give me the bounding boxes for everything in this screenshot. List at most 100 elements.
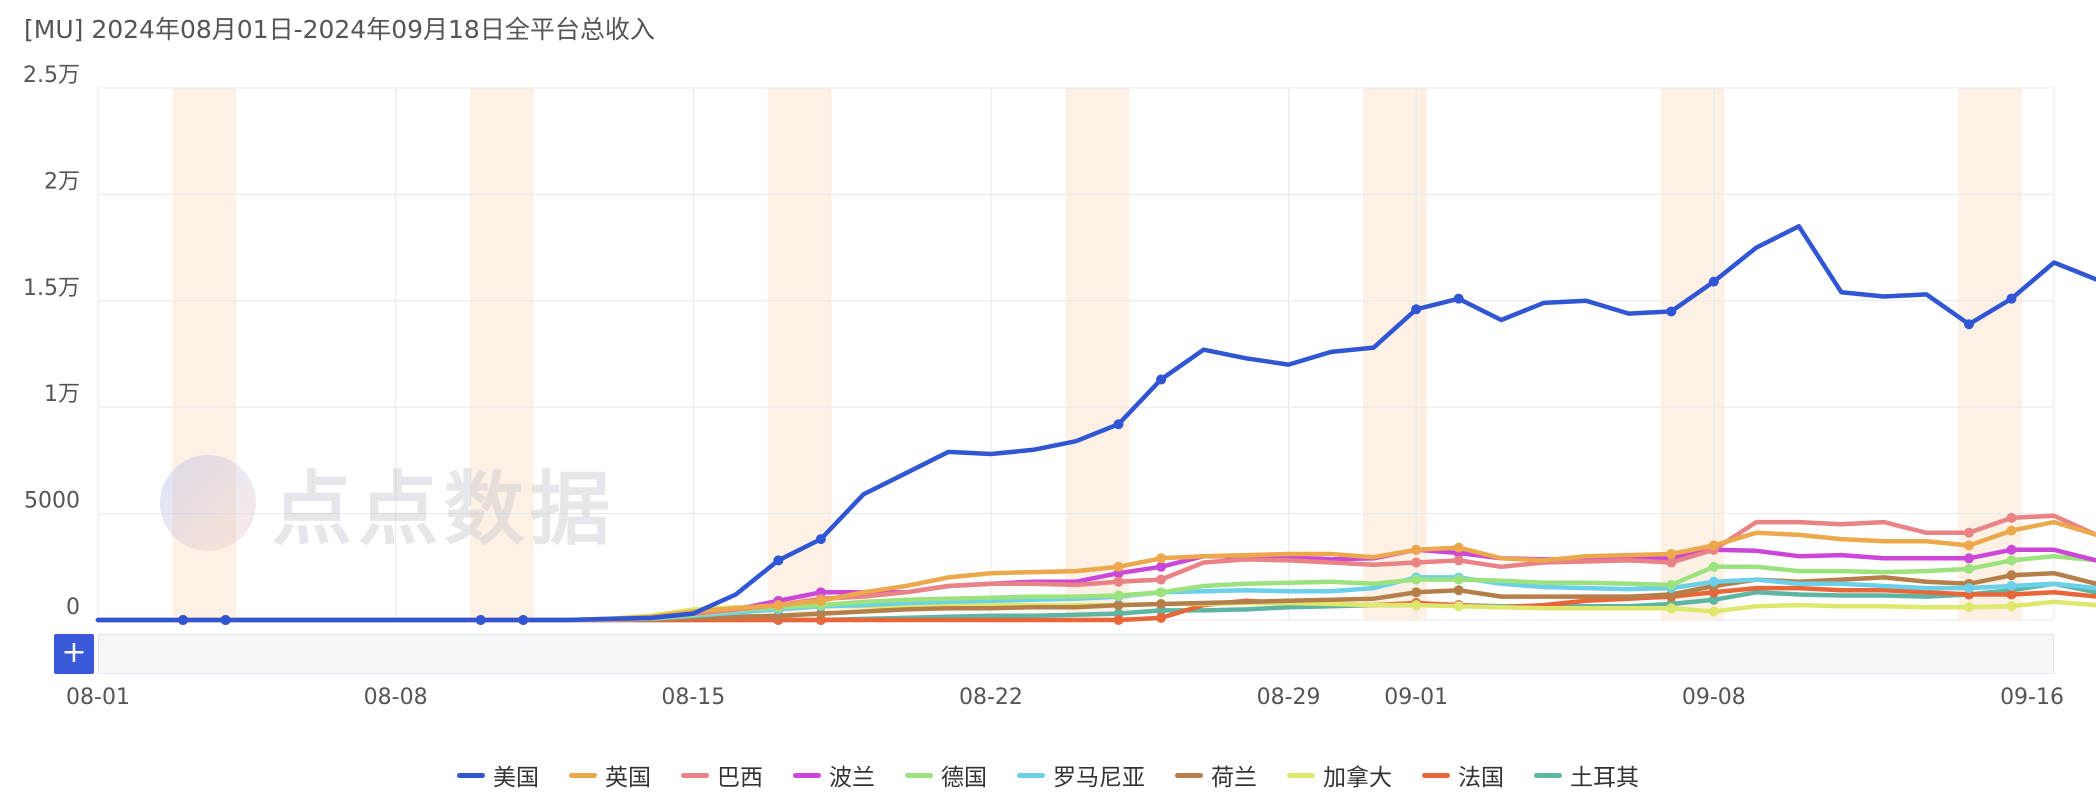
data-point [1411,544,1422,555]
data-point [1666,579,1677,590]
add-button[interactable]: + [54,634,94,674]
legend-label: 加拿大 [1323,765,1392,791]
weekend-band [1065,88,1130,620]
y-tick-label: 2.5万 [23,63,80,88]
data-point [1708,540,1719,551]
legend-item[interactable]: 巴西 [681,758,763,792]
data-point [1666,549,1677,560]
y-tick-label: 2万 [44,169,80,194]
legend-swatch-icon [905,772,933,778]
data-point [1113,615,1124,625]
legend-item[interactable]: 荷兰 [1175,758,1257,792]
data-point [1453,574,1464,585]
weekend-band [1363,88,1427,620]
data-point [1411,587,1422,598]
data-point [1666,603,1677,614]
watermark-logo-icon [160,455,256,551]
data-point [2006,525,2017,536]
x-tick-label: 09-08 [1682,685,1746,710]
legend-item[interactable]: 加拿大 [1287,758,1392,792]
x-tick-label: 08-15 [661,685,725,710]
legend-swatch-icon [1422,772,1450,778]
data-point [518,615,529,625]
legend-label: 德国 [941,765,987,791]
y-tick-label: 1万 [44,382,80,407]
legend-item[interactable]: 法国 [1422,758,1504,792]
legend-item[interactable]: 美国 [457,758,539,792]
weekend-band [470,88,534,620]
legend-swatch-icon [1017,772,1045,778]
data-point [1411,600,1422,611]
legend-item[interactable]: 土耳其 [1534,758,1639,792]
data-point [1666,306,1677,317]
data-point [1708,606,1719,617]
data-point [1963,583,1974,594]
legend-label: 英国 [605,765,651,791]
data-point [2006,570,2017,581]
data-point [815,608,826,619]
legend-item[interactable]: 波兰 [793,758,875,792]
data-point [1708,561,1719,572]
data-point [1113,561,1124,572]
data-point [1708,594,1719,605]
legend-label: 土耳其 [1570,765,1639,791]
data-point [1453,601,1464,612]
data-point [2006,555,2017,566]
x-tick-label: 08-08 [364,685,428,710]
data-point [815,595,826,606]
data-point [1156,374,1167,385]
data-point [220,615,231,625]
legend-label: 美国 [493,765,539,791]
data-point [1156,553,1167,564]
legend-item[interactable]: 罗马尼亚 [1017,758,1145,792]
data-point [815,534,826,545]
series-line [95,224,2096,623]
legend-label: 荷兰 [1211,765,1257,791]
data-point [1963,553,1974,564]
weekend-band [767,88,832,620]
data-point [1113,600,1124,611]
data-point [1156,587,1167,598]
legend-swatch-icon [1534,772,1562,778]
y-tick-label: 0 [66,595,80,620]
watermark: 点点数据 [160,445,616,561]
data-point [1113,419,1124,430]
data-point [2006,589,2017,600]
data-point [1156,574,1167,585]
data-point [1666,557,1677,568]
data-point [475,615,486,625]
weekend-band [1660,88,1725,620]
legend-swatch-icon [681,772,709,778]
x-tick-label: 09-01 [1384,685,1448,710]
data-point [1113,590,1124,601]
data-point [1708,576,1719,587]
legend-label: 罗马尼亚 [1053,765,1145,791]
data-point [1156,599,1167,610]
data-point [1411,557,1422,568]
chart-title: [MU] 2024年08月01日-2024年09月18日全平台总收入 [24,15,655,44]
data-point [2006,293,2017,304]
x-tick-label: 08-22 [959,685,1023,710]
data-point [1963,602,1974,613]
data-point [2006,544,2017,555]
x-tick-label: 09-16 [2000,685,2064,710]
data-point [1453,585,1464,596]
legend-swatch-icon [457,772,485,778]
data-point [1411,574,1422,585]
data-point [1156,612,1167,623]
data-point [2006,580,2017,591]
legend-label: 法国 [1458,765,1504,791]
data-point [1453,293,1464,304]
data-point [1156,561,1167,572]
legend-label: 巴西 [717,765,763,791]
data-point [773,555,784,566]
zoom-scrollbar[interactable] [98,634,2054,674]
x-tick-label: 08-01 [66,685,130,710]
data-point [1708,276,1719,287]
legend-item[interactable]: 英国 [569,758,651,792]
legend-swatch-icon [793,772,821,778]
data-point [1963,563,1974,574]
legend-item[interactable]: 德国 [905,758,987,792]
data-point [1453,555,1464,566]
weekend-band [172,88,237,620]
